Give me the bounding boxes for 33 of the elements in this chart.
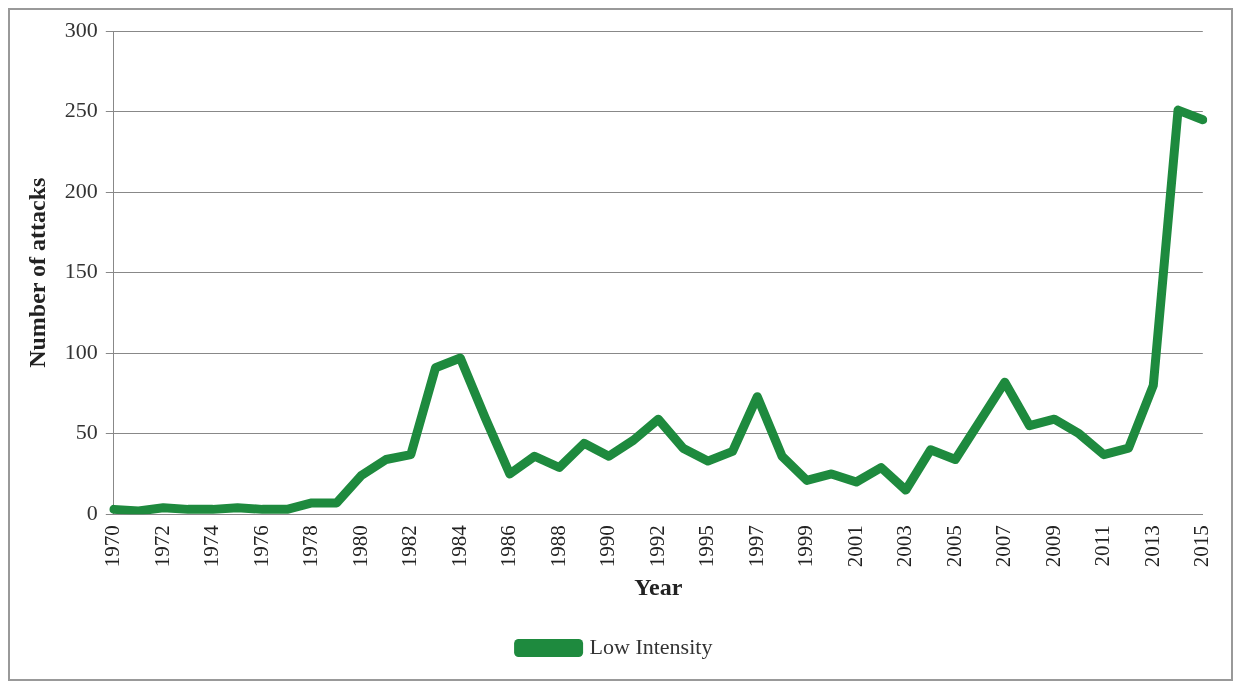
y-tick-label: 50 — [75, 419, 98, 445]
x-tick-label: 2009 — [1040, 525, 1065, 568]
x-tick-label: 1988 — [545, 525, 570, 568]
y-tick-label: 100 — [64, 338, 98, 364]
x-tick-label: 1978 — [298, 525, 323, 568]
x-axis-title: Year — [634, 573, 683, 600]
x-tick-label: 1980 — [347, 525, 372, 568]
x-tick-label: 1970 — [100, 525, 125, 568]
x-tick-label: 1992 — [644, 525, 669, 568]
x-tick-label: 2015 — [1189, 525, 1214, 568]
y-axis-title: Number of attacks — [23, 177, 50, 368]
y-tick-label: 150 — [64, 258, 98, 284]
x-tick-label: 2001 — [842, 525, 867, 568]
x-tick-label: 1986 — [496, 525, 521, 568]
x-tick-label: 1990 — [595, 525, 620, 568]
y-tick-label: 300 — [64, 16, 98, 42]
x-tick-label: 2007 — [991, 525, 1016, 568]
x-tick-label: 2005 — [941, 525, 966, 568]
x-tick-label: 2013 — [1139, 525, 1164, 568]
y-tick-label: 250 — [64, 97, 98, 123]
x-tick-label: 1982 — [397, 525, 422, 568]
x-tick-label: 1972 — [149, 525, 174, 568]
x-tick-label: 1976 — [248, 525, 273, 568]
y-tick-label: 200 — [64, 177, 98, 203]
x-tick-label: 1995 — [694, 525, 719, 568]
x-tick-label: 1984 — [446, 524, 471, 568]
x-tick-label: 1997 — [743, 525, 768, 568]
legend-label: Low Intensity — [589, 633, 713, 659]
x-tick-label: 2003 — [892, 525, 917, 568]
y-tick-label: 0 — [86, 499, 98, 525]
x-tick-label: 1999 — [793, 525, 818, 568]
x-tick-label: 1974 — [199, 524, 224, 568]
x-tick-label: 2011 — [1090, 525, 1115, 567]
